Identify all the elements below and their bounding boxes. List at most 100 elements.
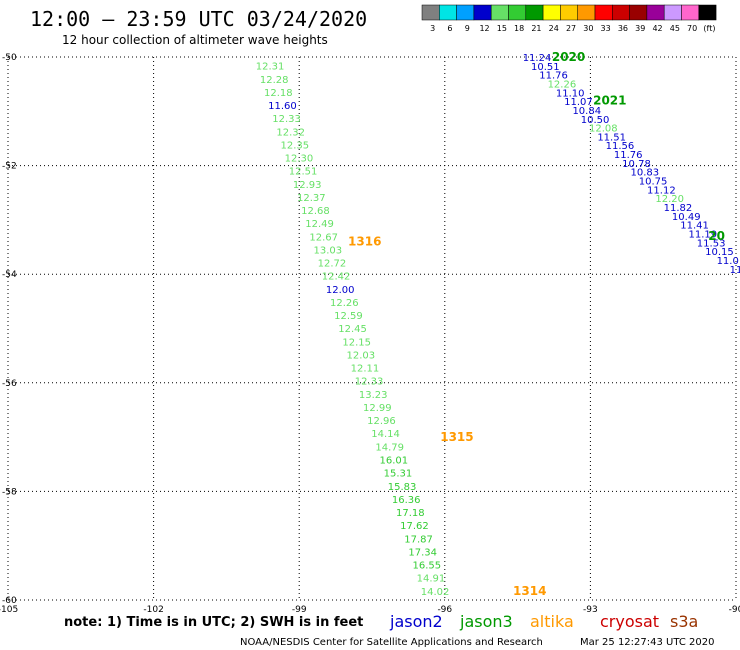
plot-area: -50 -52 -54 -56 -58 -60-105 -102 -99 -96 -93 -90 12… xyxy=(0,50,740,615)
wave-height-label: 17.18 xyxy=(396,508,425,519)
wave-height-label: 11.53 xyxy=(697,238,726,249)
color-scale-swatch xyxy=(646,4,665,21)
y-tick-label: -54 xyxy=(2,270,17,280)
wave-height-label: 11.51 xyxy=(597,132,626,143)
pass-label: 1314 xyxy=(513,584,546,598)
color-scale-swatch xyxy=(612,4,630,21)
wave-height-label: 17.34 xyxy=(408,547,437,558)
pass-label: 2021 xyxy=(593,93,626,107)
wave-height-label: 12.20 xyxy=(655,194,684,205)
color-scale-label: 12 xyxy=(479,24,489,33)
color-scale-label: 24 xyxy=(549,24,559,33)
footer-credit: NOAA/NESDIS Center for Satellite Applica… xyxy=(240,637,543,648)
x-tick-label: -102 xyxy=(143,605,163,615)
wave-height-label: 12.42 xyxy=(322,272,351,283)
wave-height-label: 12.26 xyxy=(330,298,359,309)
page-subtitle: 12 hour collection of altimeter wave hei… xyxy=(62,33,328,47)
color-scale: 3 6 9 12 15 18 21 24 27 30 33 36 39 42 45 70 (ft) xyxy=(421,4,717,33)
color-scale-label: 21 xyxy=(531,24,541,33)
wave-height-label: 12.31 xyxy=(256,62,285,73)
wave-height-label: 11.76 xyxy=(539,71,568,82)
color-scale-swatch xyxy=(421,4,440,21)
wave-height-label: 13.03 xyxy=(314,245,343,256)
wave-height-label: 11 xyxy=(730,265,740,276)
satellite-legend: jason2 jason3 altika cryosat s3a xyxy=(389,612,698,631)
track-1: 12.31 12.28 12.18 11.60 12.33 12.32 12.35 12.30… xyxy=(256,62,450,598)
track-2: 11.2410.5111.7612.2611.1011.0710.8410.50… xyxy=(523,53,740,276)
wave-height-label: 16.01 xyxy=(380,455,409,466)
y-tick-label: -56 xyxy=(2,379,17,389)
legend-item-s3a: s3a xyxy=(670,612,698,631)
y-tick-label: -58 xyxy=(2,487,17,497)
color-scale-swatch xyxy=(525,4,544,21)
wave-height-label: 12.93 xyxy=(293,180,322,191)
color-scale-swatch xyxy=(508,4,527,21)
color-scale-swatch xyxy=(577,4,596,21)
wave-height-label: 12.03 xyxy=(347,350,376,361)
pass-label: 1315 xyxy=(440,430,473,444)
wave-height-label: 11.76 xyxy=(614,150,643,161)
wave-height-label: 16.55 xyxy=(413,561,442,572)
wave-height-label: 12.32 xyxy=(276,127,305,138)
page-title: 12:00 – 23:59 UTC 03/24/2020 xyxy=(30,7,367,31)
wave-height-label: 11.12 xyxy=(647,185,676,196)
color-scale-swatch xyxy=(456,4,475,21)
wave-height-label: 15.83 xyxy=(388,482,417,493)
color-scale-swatch xyxy=(560,4,578,21)
wave-height-label: 13.23 xyxy=(359,390,388,401)
wave-height-label: 12.11 xyxy=(351,364,380,375)
wave-height-label: 10.50 xyxy=(581,115,610,126)
wave-height-label: 10.78 xyxy=(622,159,651,170)
wave-height-label: 10.49 xyxy=(672,212,701,223)
footer-note: note: 1) Time is in UTC; 2) SWH is in fe… xyxy=(64,615,363,630)
wave-height-label: 12.08 xyxy=(589,124,618,135)
x-tick-label: -99 xyxy=(292,605,307,615)
color-scale-swatch xyxy=(698,4,717,21)
color-scale-label: 3 xyxy=(430,24,435,33)
color-scale-label: 42 xyxy=(652,24,662,33)
wave-height-label: 17.62 xyxy=(400,521,429,532)
x-tick-label: -96 xyxy=(437,605,452,615)
wave-height-label: 12.33 xyxy=(355,377,384,388)
pass-label: 2020 xyxy=(552,50,585,64)
wave-height-label: 12.59 xyxy=(334,311,363,322)
wave-height-label: 12.67 xyxy=(309,232,338,243)
color-scale-swatch xyxy=(490,4,509,21)
color-scale-label: 36 xyxy=(618,24,628,33)
pass-label: 1316 xyxy=(348,235,381,249)
color-scale-label: 30 xyxy=(583,24,593,33)
color-scale-label: 6 xyxy=(447,24,452,33)
wave-height-label: 11.10 xyxy=(556,88,585,99)
wave-height-label: 12.72 xyxy=(318,259,347,270)
color-scale-label: 39 xyxy=(635,24,645,33)
color-scale-label: 15 xyxy=(497,24,507,33)
wave-height-label: 12.26 xyxy=(548,79,577,90)
color-scale-label: 33 xyxy=(601,24,611,33)
wave-height-label: 12.35 xyxy=(281,140,310,151)
wave-height-label: 10.15 xyxy=(705,247,734,258)
wave-height-label: 11.19 xyxy=(689,229,718,240)
y-tick-label: -60 xyxy=(2,596,17,606)
x-tick-label: -105 xyxy=(0,605,18,615)
wave-height-label: 11.0 xyxy=(717,256,739,267)
wave-height-label: 12.28 xyxy=(260,75,289,86)
color-scale-swatch xyxy=(542,4,561,21)
y-tick-label: -52 xyxy=(2,162,17,172)
legend-item-jason2: jason2 xyxy=(389,612,443,631)
color-scale-label: 18 xyxy=(514,24,524,33)
wave-height-label: 10.75 xyxy=(639,177,668,188)
wave-height-label: 11.07 xyxy=(564,97,593,108)
wave-height-label: 12.15 xyxy=(342,337,371,348)
wave-height-label: 14.02 xyxy=(421,587,450,598)
color-scale-label: 9 xyxy=(465,24,470,33)
color-scale-swatch xyxy=(681,4,700,21)
wave-height-label: 16.36 xyxy=(392,495,421,506)
wave-height-label: 10.51 xyxy=(531,62,560,73)
color-scale-swatch xyxy=(473,4,492,21)
color-scale-label: (ft) xyxy=(703,24,715,33)
wave-height-label: 15.31 xyxy=(384,469,413,480)
footer-timestamp: Mar 25 12:27:43 UTC 2020 xyxy=(580,637,715,648)
wave-height-label: 14.91 xyxy=(417,574,446,585)
wave-height-label: 11.41 xyxy=(680,221,709,232)
